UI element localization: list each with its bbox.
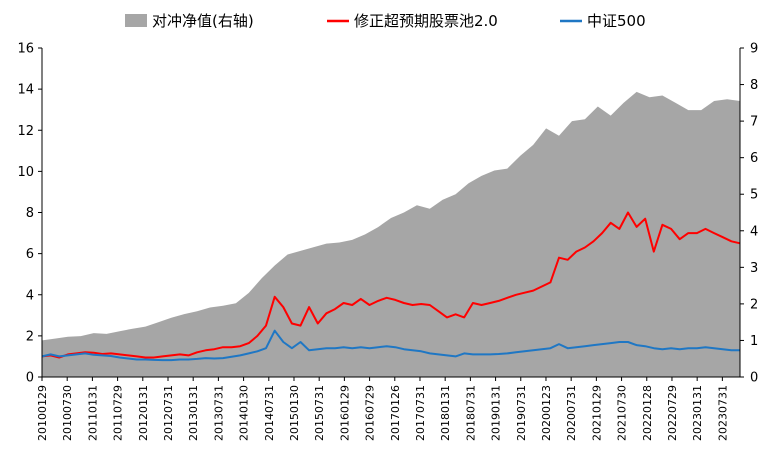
y-left-tick-label: 16 xyxy=(17,42,34,57)
x-tick-label: 20160129 xyxy=(338,385,351,441)
y-right-tick-label: 5 xyxy=(750,188,758,203)
x-tick-label: 20140130 xyxy=(238,385,251,441)
x-tick-label: 20150731 xyxy=(313,385,326,441)
y-left-tick-label: 12 xyxy=(17,124,34,139)
x-tick-label: 20180731 xyxy=(464,385,477,441)
y-left-tick-label: 4 xyxy=(26,288,34,303)
x-tick-label: 20200123 xyxy=(540,385,553,441)
y-left-tick-label: 6 xyxy=(26,247,34,262)
legend-label: 对冲净值(右轴) xyxy=(152,12,254,30)
legend-label: 中证500 xyxy=(587,12,646,30)
series-line-csi500 xyxy=(41,329,740,362)
x-tick-label: 20170731 xyxy=(414,385,427,441)
y-right-tick-label: 2 xyxy=(750,297,758,312)
y-right-tick-label: 0 xyxy=(750,371,758,386)
x-tick-label: 20180131 xyxy=(439,385,452,441)
y-right-tick-label: 1 xyxy=(750,334,758,349)
x-tick-label: 20120731 xyxy=(162,385,175,441)
legend-swatch xyxy=(125,14,147,27)
x-tick-label: 20190731 xyxy=(515,385,528,441)
x-tick-label: 20170126 xyxy=(389,385,402,441)
y-right-tick-label: 7 xyxy=(750,115,758,130)
x-tick-label: 20230131 xyxy=(691,385,704,441)
y-left-tick-label: 2 xyxy=(26,329,34,344)
x-tick-label: 20110131 xyxy=(86,385,99,441)
y-left-tick-label: 10 xyxy=(17,165,34,180)
legend-stock-pool: 修正超预期股票池2.0 xyxy=(327,12,498,30)
x-tick-label: 20200731 xyxy=(565,385,578,441)
legend-csi500: 中证500 xyxy=(560,12,646,30)
y-right-tick-label: 9 xyxy=(750,42,758,57)
y-right-tick-label: 8 xyxy=(750,78,758,93)
x-tick-label: 20120131 xyxy=(137,385,150,441)
legend: 对冲净值(右轴) 修正超预期股票池2.0 中证500 xyxy=(125,12,646,30)
x-tick-label: 20220128 xyxy=(641,385,654,441)
y-left-tick-label: 8 xyxy=(26,206,34,221)
x-tick-label: 20130131 xyxy=(187,385,200,441)
legend-hedge-nav: 对冲净值(右轴) xyxy=(125,12,254,30)
x-tick-label: 20150130 xyxy=(288,385,301,441)
x-tick-label: 20100129 xyxy=(36,385,49,441)
x-tick-label: 20160729 xyxy=(364,385,377,441)
series-line-stock-pool xyxy=(41,211,741,359)
y-right-tick-label: 4 xyxy=(750,224,758,239)
x-tick-label: 20110729 xyxy=(112,385,125,441)
x-tick-label: 20230731 xyxy=(716,385,729,441)
y-left-tick-label: 14 xyxy=(17,83,34,98)
x-tick-label: 20210730 xyxy=(616,385,629,441)
x-tick-label: 20190131 xyxy=(490,385,503,441)
y-right-tick-label: 3 xyxy=(750,261,758,276)
x-tick-label: 20220729 xyxy=(666,385,679,441)
y-right-tick-label: 6 xyxy=(750,151,758,166)
x-tick-label: 20130731 xyxy=(212,385,225,441)
x-tick-label: 20210129 xyxy=(590,385,603,441)
x-tick-label: 20100730 xyxy=(61,385,74,441)
legend-label: 修正超预期股票池2.0 xyxy=(354,12,498,30)
plot-area xyxy=(41,91,741,378)
y-left-tick-label: 0 xyxy=(26,371,34,386)
x-tick-label: 20140731 xyxy=(263,385,276,441)
series-area-hedge-nav xyxy=(42,91,740,378)
